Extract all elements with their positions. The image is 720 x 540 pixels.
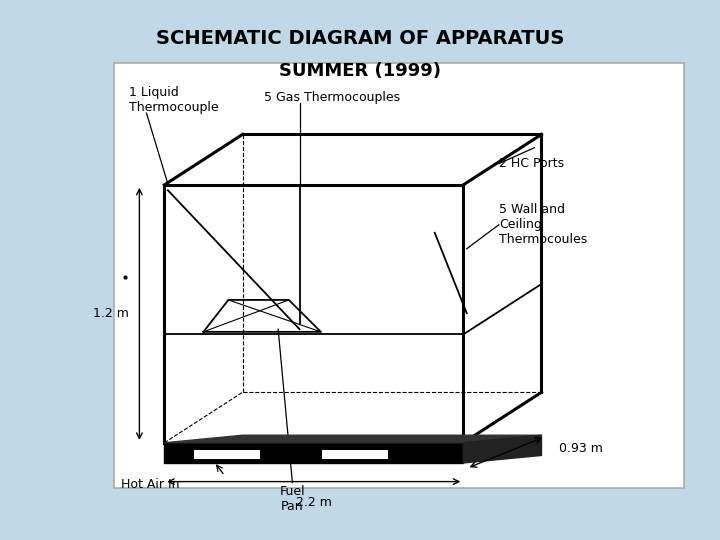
Polygon shape (164, 435, 541, 443)
Text: 5 Wall and
Ceiling
Thermocoules: 5 Wall and Ceiling Thermocoules (499, 203, 587, 246)
Text: 5 Gas Thermocouples: 5 Gas Thermocouples (264, 91, 400, 104)
Text: Fuel
Pan: Fuel Pan (279, 485, 305, 514)
Text: SUMMER (1999): SUMMER (1999) (279, 62, 441, 79)
Text: 1 Liquid
Thermocouple: 1 Liquid Thermocouple (129, 86, 218, 114)
Text: 2 HC Ports: 2 HC Ports (499, 157, 564, 170)
Text: 0.93 m: 0.93 m (559, 442, 603, 455)
Bar (321, 449, 389, 459)
Text: Hot Air In: Hot Air In (121, 478, 179, 491)
Text: 2.2 m: 2.2 m (296, 496, 332, 509)
Text: 1.2 m: 1.2 m (93, 307, 129, 320)
Text: SCHEMATIC DIAGRAM OF APPARATUS: SCHEMATIC DIAGRAM OF APPARATUS (156, 29, 564, 48)
Polygon shape (164, 443, 463, 463)
Text: Air Out: Air Out (349, 452, 393, 465)
Bar (114, 63, 684, 488)
Polygon shape (463, 435, 541, 463)
Bar (193, 449, 261, 459)
